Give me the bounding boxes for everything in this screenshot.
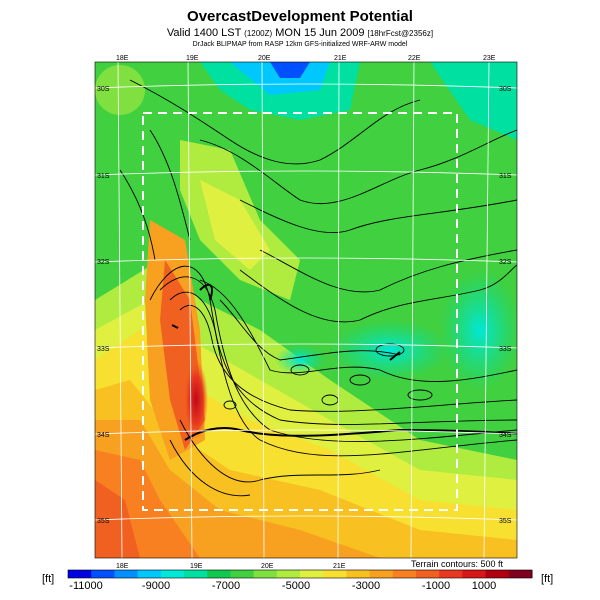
colorbar-swatch — [276, 570, 301, 578]
colorbar-swatch — [184, 570, 208, 578]
colorbar-swatch — [137, 570, 162, 578]
valid-time-subtitle: Valid 1400 LST (1200Z) MON 15 Jun 2009 [… — [0, 27, 600, 39]
colorbar-tick-label: -1000 — [421, 580, 451, 592]
colorbar — [68, 570, 533, 578]
colorbar-swatch — [323, 570, 347, 578]
lat-label: 32S — [97, 259, 110, 266]
colorbar-swatch — [392, 570, 417, 578]
forecast-domain-box — [142, 112, 458, 511]
colorbar-swatch — [207, 570, 231, 578]
colorbar-tick-label: -5000 — [281, 580, 311, 592]
lon-label: 19E — [190, 563, 203, 570]
colorbar-swatch — [369, 570, 394, 578]
lon-label: 21E — [334, 55, 347, 62]
lon-label: 18E — [116, 55, 129, 62]
coastline — [171, 283, 517, 441]
lat-label: 32S — [499, 259, 512, 266]
lon-label: 22E — [408, 55, 421, 62]
latitude-labels: 30S 31S 32S 33S 34S 35S 30S 31S 32S 33S … — [97, 86, 512, 525]
colorbar-unit-left: [ft] — [42, 573, 55, 585]
lat-label: 33S — [499, 346, 512, 353]
colorbar-swatch — [230, 570, 255, 578]
lat-lon-grid — [95, 62, 517, 558]
colorbar-swatch — [508, 570, 533, 578]
colorbar-tick-label: -9000 — [141, 580, 171, 592]
colorbar-swatch — [300, 570, 324, 578]
colorbar-swatch — [439, 570, 463, 578]
lon-label: 20E — [261, 563, 274, 570]
lat-label: 31S — [499, 173, 512, 180]
colorbar-swatch — [114, 570, 139, 578]
lat-label: 30S — [97, 86, 110, 93]
colorbar-swatch — [160, 570, 185, 578]
subtitle-valid: Valid 1400 LST — [166, 27, 242, 39]
lat-label: 30S — [499, 86, 512, 93]
colorbar-tick-label: 1000 — [471, 580, 497, 592]
lon-label: 18E — [116, 563, 129, 570]
colorbar-swatch — [68, 570, 92, 578]
colorbar-unit-right: [ft] — [541, 573, 554, 585]
terrain-contour-note: Terrain contours: 500 ft — [410, 559, 503, 569]
lat-label: 33S — [97, 346, 110, 353]
model-credit: DrJack BLIPMAP from RASP 12km GFS-initia… — [192, 41, 408, 48]
lon-label: 20E — [258, 55, 271, 62]
subtitle-forecast: [18hrFcst@2356z] — [367, 29, 434, 38]
colorbar-tick-label: -7000 — [211, 580, 241, 592]
colorbar-swatch — [416, 570, 440, 578]
lat-label: 35S — [97, 518, 110, 525]
lat-label: 34S — [499, 432, 512, 439]
colorbar-tick-label: -3000 — [351, 580, 381, 592]
colorbar-swatch — [91, 570, 115, 578]
color-field — [95, 62, 517, 558]
lat-label: 31S — [97, 173, 110, 180]
colorbar-swatch — [346, 570, 371, 578]
lat-label: 34S — [97, 432, 110, 439]
lat-label: 35S — [499, 518, 512, 525]
subtitle-date: MON 15 Jun 2009 — [275, 27, 365, 39]
subtitle-utc: (1200Z) — [244, 29, 273, 38]
lon-label: 23E — [483, 55, 496, 62]
colorbar-swatch — [253, 570, 278, 578]
longitude-labels: 18E 19E 20E 21E 22E 23E 18E 19E 20E 21E — [116, 55, 496, 570]
chart-title: OvercastDevelopment Potential — [187, 8, 413, 25]
colorbar-tick-label: -11000 — [69, 580, 103, 592]
colorbar-swatch — [462, 570, 487, 578]
lon-label: 21E — [333, 563, 346, 570]
colorbar-swatch — [485, 570, 510, 578]
lon-label: 19E — [186, 55, 199, 62]
